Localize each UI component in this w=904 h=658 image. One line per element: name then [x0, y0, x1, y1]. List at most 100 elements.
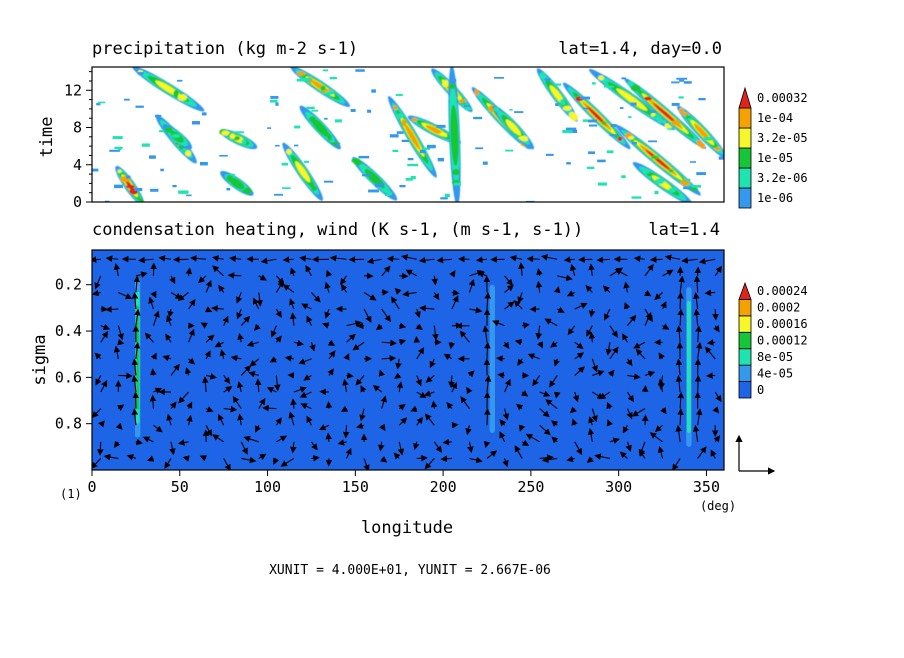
precip-speck — [583, 119, 588, 122]
wind-arrow — [382, 358, 395, 359]
precip-speck — [514, 111, 523, 113]
precip-cell — [697, 140, 702, 146]
precip-speck — [149, 155, 156, 158]
precip-cell — [185, 150, 191, 156]
precip-speck — [630, 103, 636, 106]
precip-cell — [628, 136, 634, 140]
precip-speck — [698, 98, 705, 100]
precip-cell — [297, 72, 306, 76]
precip-speck — [580, 97, 590, 100]
wind-arrow — [388, 259, 399, 260]
precip-speck — [566, 162, 571, 164]
wind-arrow — [698, 376, 699, 392]
precip-cell — [321, 128, 326, 134]
colorbar-label: 0 — [757, 383, 764, 397]
precip-speck — [566, 128, 576, 131]
colorbar-label: 3.2e-05 — [757, 131, 808, 145]
precip-speck — [202, 112, 206, 115]
precip-speck — [649, 111, 656, 113]
precip-cell — [178, 94, 187, 101]
precip-cell — [232, 179, 240, 186]
precip-speck — [230, 174, 235, 176]
reference-vector — [739, 436, 774, 471]
colorbar-swatch — [739, 349, 751, 365]
top-y-tick-label: 0 — [73, 193, 82, 211]
top-y-tick-label: 8 — [73, 119, 82, 137]
precip-speck — [454, 182, 461, 185]
bottom-x-unit: (deg) — [700, 499, 736, 513]
precip-speck — [494, 77, 504, 79]
precip-speck — [628, 116, 631, 118]
precip-speck — [683, 187, 692, 190]
colorbar-label: 0.00012 — [757, 334, 808, 348]
precip-speck — [135, 106, 143, 108]
wind-arrow — [651, 259, 663, 260]
precip-cell — [126, 185, 135, 188]
wind-arrow — [487, 343, 488, 359]
precip-cell — [452, 169, 460, 175]
precip-speck — [475, 147, 483, 149]
precip-speck — [509, 109, 512, 111]
precip-speck — [483, 162, 488, 165]
colorbar-label: 3.2e-06 — [757, 171, 808, 185]
precip-cell — [230, 133, 236, 139]
wind-arrow — [680, 409, 681, 425]
top-title: precipitation (kg m-2 s-1) — [92, 39, 358, 59]
wind-arrow — [100, 442, 101, 455]
wind-arrow — [528, 259, 540, 260]
precip-speck — [440, 197, 447, 199]
bottom-y-tick-label: 0.6 — [55, 368, 82, 386]
precip-speck — [676, 78, 687, 80]
precip-cell — [475, 89, 479, 96]
precip-speck — [155, 115, 161, 117]
precip-speck — [438, 158, 444, 161]
precip-speck — [200, 162, 208, 165]
precip-speck — [92, 169, 98, 172]
colorbar-label: 0.00024 — [757, 284, 808, 298]
precip-speck — [96, 103, 100, 105]
precip-speck — [621, 77, 625, 79]
precip-cell — [286, 149, 292, 155]
precip-cell — [671, 120, 680, 125]
bottom-y-tick-label: 0.2 — [55, 276, 82, 294]
bottom-x-label: longitude — [361, 518, 453, 538]
wind-arrow — [284, 259, 294, 260]
top-y-label: time — [37, 117, 57, 158]
precip-speck — [330, 77, 337, 79]
precip-cell — [681, 113, 690, 116]
precip-speck — [294, 145, 298, 147]
precip-cell — [310, 183, 314, 188]
units-note: XUNIT = 4.000E+01, YUNIT = 2.667E-06 — [269, 563, 551, 578]
precip-speck — [114, 147, 122, 149]
precip-speck — [684, 81, 692, 84]
bottom-subtitle: lat=1.4 — [648, 220, 720, 240]
heating-band — [687, 301, 691, 433]
precip-speck — [658, 120, 666, 122]
colorbar-swatch — [739, 299, 751, 315]
precip-cell — [514, 128, 519, 132]
precip-speck — [648, 176, 651, 178]
precip-speck — [355, 69, 364, 72]
precip-speck — [546, 154, 554, 156]
precip-speck — [719, 156, 728, 159]
precip-cell — [627, 81, 633, 87]
precip-speck — [684, 179, 690, 181]
precip-speck — [408, 158, 414, 160]
precip-speck — [274, 194, 283, 196]
wind-arrow — [497, 358, 504, 359]
precip-speck — [456, 193, 460, 195]
precip-cell — [411, 118, 417, 122]
bottom-y-tick-label: 0.4 — [55, 322, 82, 340]
colorbar-swatch — [739, 316, 751, 332]
bottom-x-tick-label: 200 — [430, 478, 457, 496]
bottom-x-tick-label: 350 — [693, 478, 720, 496]
wind-arrow — [106, 309, 118, 310]
colorbar-swatch — [739, 128, 751, 148]
precip-cell — [651, 113, 656, 117]
colorbar-swatch — [739, 365, 751, 381]
precip-speck — [589, 125, 597, 127]
precip-cell — [601, 121, 607, 124]
colorbar-label: 4e-05 — [757, 366, 793, 380]
precip-cell — [402, 119, 407, 126]
